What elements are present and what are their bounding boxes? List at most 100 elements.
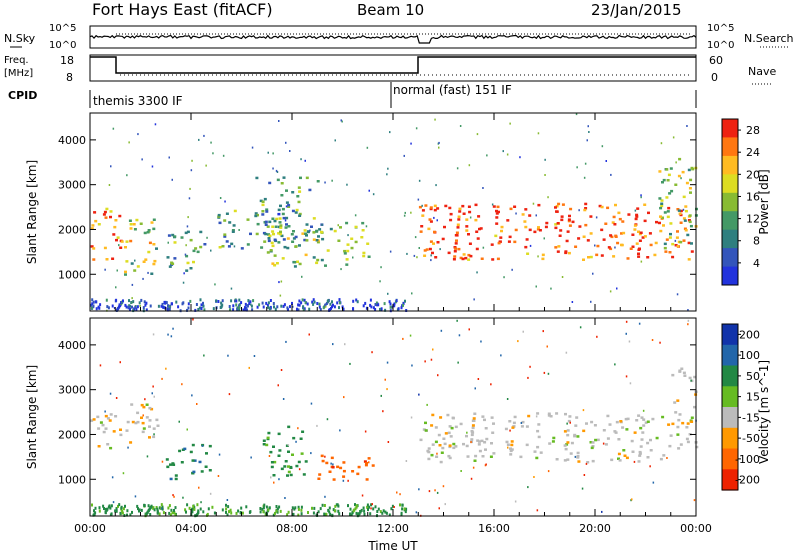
speckle-cell bbox=[680, 177, 682, 180]
echo-cell bbox=[508, 235, 512, 239]
echo-cell bbox=[109, 413, 113, 416]
echo-cell bbox=[478, 449, 482, 453]
scatter-cell bbox=[249, 510, 252, 514]
echo-cell bbox=[103, 246, 107, 250]
speckle-cell bbox=[366, 146, 369, 149]
echo-cell bbox=[483, 418, 486, 422]
scatter-cell bbox=[167, 506, 170, 510]
speckle-cell bbox=[224, 200, 226, 203]
speckle-cell bbox=[544, 174, 546, 176]
speckle-cell bbox=[153, 433, 155, 436]
speckle-cell bbox=[571, 301, 574, 303]
echo-cell bbox=[429, 240, 433, 243]
echo-cell bbox=[556, 222, 560, 225]
speckle-cell bbox=[134, 495, 137, 498]
echo-cell bbox=[262, 443, 266, 446]
echo-cell bbox=[611, 221, 615, 224]
scatter-cell bbox=[229, 308, 231, 312]
speckle-cell bbox=[569, 421, 571, 424]
scatter-cell bbox=[391, 504, 394, 508]
echo-cell bbox=[342, 469, 346, 473]
echo-cell bbox=[484, 448, 487, 451]
speckle-cell bbox=[251, 146, 254, 149]
echo-cell bbox=[103, 210, 107, 214]
echo-cell bbox=[205, 452, 208, 455]
echo-cell bbox=[473, 412, 477, 415]
echo-cell bbox=[221, 245, 225, 248]
echo-cell bbox=[148, 241, 152, 245]
echo-cell bbox=[548, 442, 552, 445]
echo-cell bbox=[90, 227, 94, 230]
echo-cell bbox=[506, 443, 510, 446]
echo-cell bbox=[453, 250, 457, 253]
echo-cell bbox=[669, 434, 673, 437]
speckle-cell bbox=[430, 254, 432, 257]
echo-cell bbox=[431, 251, 434, 255]
scatter-cell bbox=[328, 510, 331, 514]
echo-cell bbox=[679, 209, 683, 213]
echo-cell bbox=[539, 451, 543, 454]
y-tick-label: 4000 bbox=[58, 339, 86, 352]
echo-cell bbox=[92, 247, 96, 250]
speckle-cell bbox=[418, 488, 420, 491]
echo-cell bbox=[677, 418, 681, 422]
echo-cell bbox=[108, 419, 112, 422]
speckle-cell bbox=[476, 133, 479, 136]
speckle-cell bbox=[575, 113, 578, 116]
echo-cell bbox=[141, 421, 145, 425]
echo-cell bbox=[551, 440, 555, 443]
scatter-cell bbox=[104, 507, 107, 511]
scatter-cell bbox=[283, 303, 286, 307]
scatter-cell bbox=[292, 512, 295, 516]
echo-cell bbox=[458, 207, 462, 211]
echo-cell bbox=[371, 464, 375, 467]
scatter-cell bbox=[106, 305, 109, 309]
speckle-cell bbox=[191, 159, 193, 162]
echo-cell bbox=[461, 257, 465, 261]
speckle-cell bbox=[297, 427, 299, 430]
echo-cell bbox=[333, 229, 337, 233]
scatter-cell bbox=[311, 300, 314, 304]
echo-cell bbox=[686, 440, 690, 444]
speckle-cell bbox=[112, 501, 115, 504]
echo-cell bbox=[316, 240, 320, 244]
echo-cell bbox=[321, 237, 325, 241]
echo-cell bbox=[675, 236, 679, 239]
echo-cell bbox=[478, 227, 481, 231]
scatter-cell bbox=[360, 508, 363, 512]
echo-cell bbox=[139, 222, 143, 225]
colorbar-tick-label: -200 bbox=[735, 474, 760, 487]
echo-cell bbox=[200, 470, 204, 473]
colorbar-swatch bbox=[722, 119, 738, 138]
scatter-cell bbox=[175, 300, 178, 304]
speckle-cell bbox=[565, 351, 568, 354]
scatter-cell bbox=[197, 308, 200, 311]
speckle-cell bbox=[277, 384, 279, 387]
scatter-cell bbox=[338, 306, 340, 310]
speckle-cell bbox=[652, 481, 655, 484]
speckle-cell bbox=[503, 276, 505, 279]
echo-cell bbox=[116, 236, 120, 239]
echo-cell bbox=[465, 444, 469, 448]
speckle-cell bbox=[219, 197, 222, 199]
echo-cell bbox=[287, 205, 291, 208]
speckle-cell bbox=[466, 431, 468, 434]
scatter-cell bbox=[174, 513, 177, 517]
echo-cell bbox=[457, 247, 461, 251]
echo-cell bbox=[456, 226, 460, 229]
speckle-cell bbox=[205, 164, 207, 167]
echo-cell bbox=[93, 211, 97, 214]
scatter-cell bbox=[276, 510, 279, 514]
echo-cell bbox=[621, 426, 625, 429]
scatter-cell bbox=[167, 304, 169, 308]
echo-cell bbox=[305, 239, 309, 242]
echo-cell bbox=[246, 243, 250, 246]
echo-cell bbox=[354, 225, 358, 229]
echo-cell bbox=[560, 215, 564, 218]
echo-cell bbox=[474, 203, 478, 207]
scatter-cell bbox=[98, 509, 101, 513]
echo-cell bbox=[124, 246, 127, 249]
speckle-cell bbox=[601, 510, 603, 513]
echo-cell bbox=[607, 246, 611, 249]
scatter-cell bbox=[215, 299, 218, 303]
